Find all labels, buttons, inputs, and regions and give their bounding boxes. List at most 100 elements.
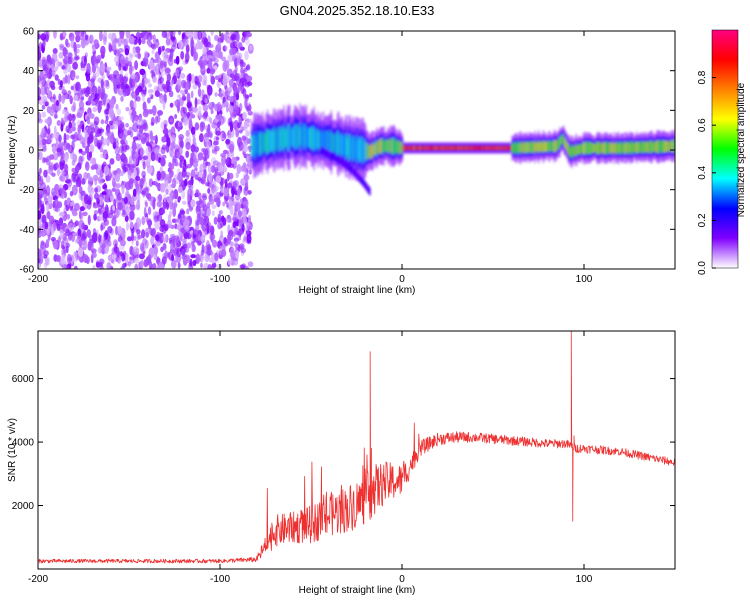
spectrogram-cell [186, 208, 190, 215]
ridge-cell [522, 142, 525, 153]
ridge-cell [351, 165, 353, 174]
spectrogram-cell [60, 254, 66, 266]
ridge-cell [320, 146, 322, 154]
x-tick-label: 0 [399, 274, 405, 285]
x-tick-label: 100 [576, 274, 593, 285]
spectrogram-cell [87, 214, 91, 226]
spectrogram-cell [100, 224, 104, 232]
spectrogram-cell [160, 170, 166, 180]
spectrogram-cell [154, 90, 160, 97]
spectrogram-cell [192, 50, 197, 62]
spectrogram-cell [45, 239, 49, 249]
spectrogram-cell [162, 45, 165, 52]
spectrogram-cell [73, 265, 78, 269]
spectrogram-cell [135, 46, 141, 54]
spectrogram-cell [131, 232, 135, 242]
spectrogram-cell [43, 133, 47, 138]
ridge-cell [397, 140, 399, 154]
spectrogram-cell [120, 239, 126, 247]
spectrogram-cell [98, 88, 105, 99]
ridge-cell [331, 152, 334, 161]
spectrogram-cell [156, 200, 163, 208]
ridge-cell [667, 141, 669, 152]
spectrogram-cell [78, 88, 84, 96]
ridge-cell [368, 146, 370, 157]
ridge-cell [338, 155, 340, 164]
ridge-cell [288, 123, 290, 152]
spectrogram-cell [174, 223, 178, 230]
spectrogram-cell [136, 229, 140, 241]
spectrogram-cell [107, 212, 114, 219]
spectrogram-cell [42, 40, 46, 49]
ridge-cell [354, 137, 356, 160]
spectrogram-cell [148, 88, 153, 98]
spectrogram-cell [47, 134, 52, 141]
spectrogram-cell [192, 136, 196, 145]
ridge-cell [663, 140, 665, 153]
ridge-cell [564, 136, 566, 148]
spectrogram-cell [84, 132, 89, 139]
spectrogram-cell [135, 53, 141, 58]
y-tick-label: -60 [20, 265, 35, 276]
ridge-cell [285, 129, 287, 147]
ridge-cell [594, 143, 597, 153]
ridge-cell [359, 136, 361, 163]
x-tick-label: -100 [210, 274, 230, 285]
spectrogram-cell [207, 85, 213, 96]
ridge-cell [271, 130, 273, 151]
ridge-cell [356, 140, 358, 158]
spectrogram-cell [237, 230, 244, 236]
spectrogram-cell [232, 111, 236, 117]
spectrogram-cell [143, 55, 149, 67]
spectrogram-cell [218, 51, 223, 60]
spectrogram-cell [94, 98, 99, 107]
y-tick-label: 4000 [12, 438, 35, 449]
ridge-cell [662, 140, 664, 153]
spectrogram-cell [46, 210, 51, 220]
spectrogram-cell [60, 187, 66, 195]
ridge-cell [307, 127, 309, 148]
ridge-cell [312, 128, 314, 149]
spectrogram-cell [220, 230, 224, 238]
spectrogram-cell [197, 31, 203, 40]
spectrogram-cell [81, 55, 87, 63]
spectrogram-cell [246, 75, 253, 82]
ridge-cell [305, 123, 307, 151]
spectrogram-cell [197, 152, 204, 161]
spectrogram-cell [136, 218, 141, 229]
spectrogram-cell [227, 182, 233, 189]
ridge-cell [648, 140, 650, 154]
ridge-cell [538, 139, 540, 154]
spectrogram-cell [235, 249, 240, 259]
spectrogram-cell [197, 170, 203, 178]
spectrogram-cell [166, 85, 172, 93]
spectrogram-cell [142, 109, 149, 118]
ridge-cell [560, 135, 562, 146]
spectrogram-cell [138, 178, 144, 186]
spectrogram-cell [216, 263, 223, 269]
ridge-cell [363, 180, 366, 189]
ridge-cell [589, 141, 592, 155]
ridge-cell [607, 142, 609, 154]
spectrogram-cell [133, 257, 140, 264]
spectrogram-cell [167, 251, 171, 259]
spectrogram-cell [235, 128, 240, 138]
spectrogram-cell [182, 200, 187, 205]
ridge-cell [283, 124, 285, 152]
ridge-cell [519, 142, 521, 153]
spectrogram-cell [105, 80, 110, 87]
spectrogram-cell [130, 196, 135, 206]
spectrogram-cell [39, 175, 44, 187]
ridge-cell [555, 139, 557, 153]
spectrogram-cell [38, 198, 42, 209]
ridge-cell [415, 145, 418, 151]
ridge-cell [429, 145, 432, 151]
spectrogram-cell [226, 214, 232, 223]
spectrogram-cell [69, 32, 73, 38]
spectrogram-cell [125, 122, 129, 128]
spectrogram-cell [93, 213, 97, 221]
ridge-cell [443, 145, 445, 151]
spectrogram-cell [46, 116, 52, 127]
spectrogram-cell [103, 36, 107, 45]
spectrogram-cell [159, 219, 166, 228]
